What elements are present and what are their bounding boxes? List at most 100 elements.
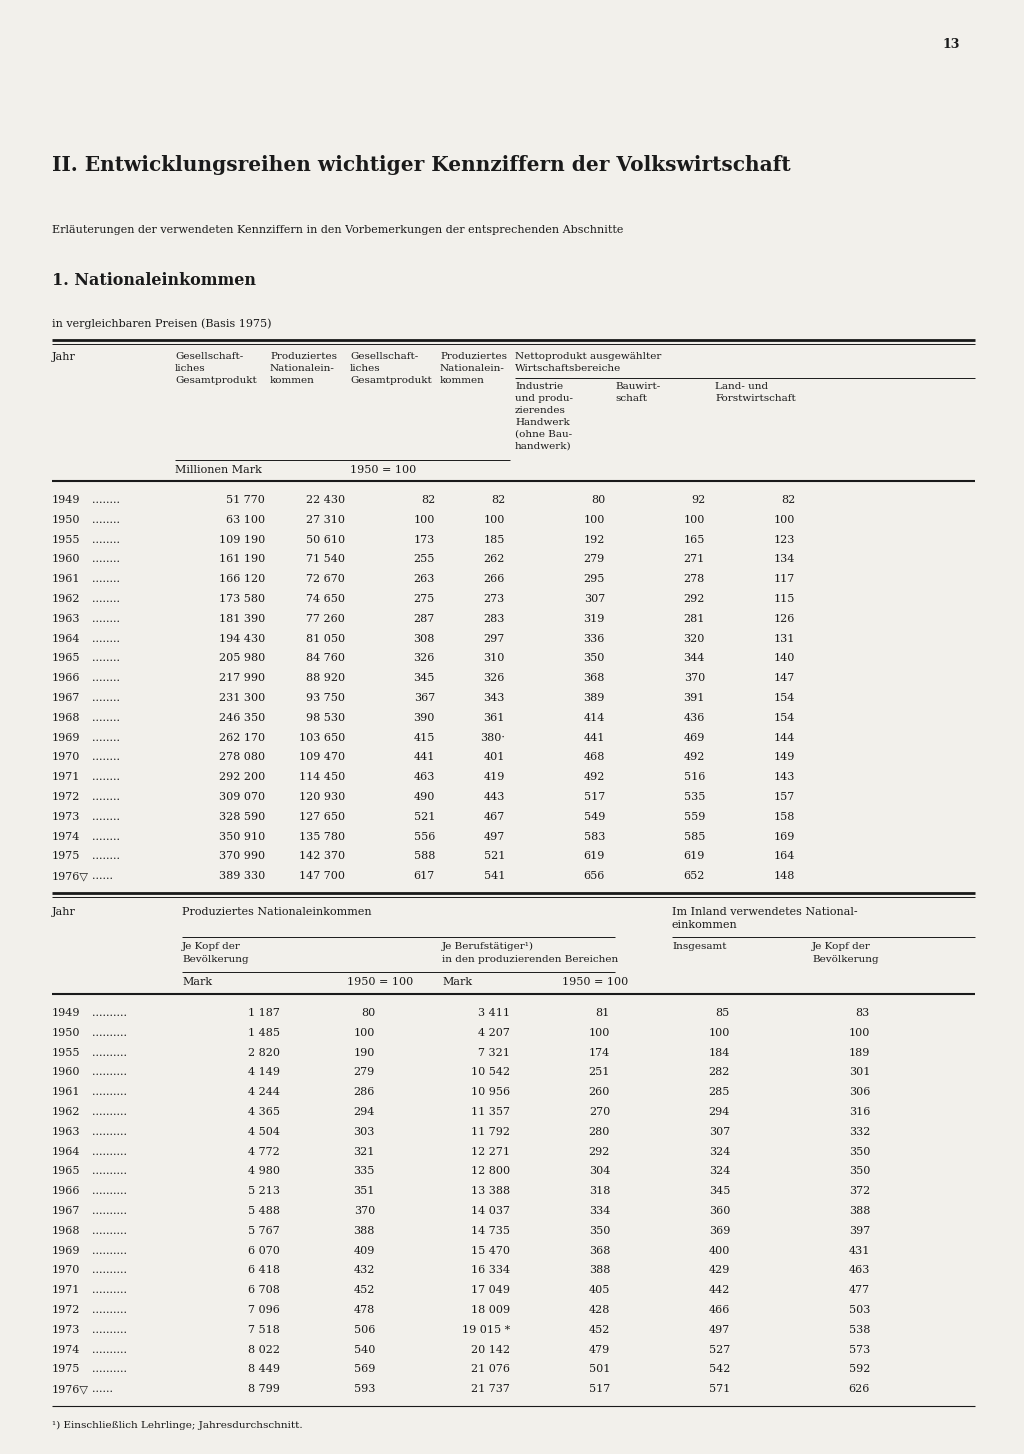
Text: 21 737: 21 737 — [471, 1384, 510, 1394]
Text: 12 271: 12 271 — [471, 1147, 510, 1156]
Text: 463: 463 — [414, 772, 435, 782]
Text: 80: 80 — [360, 1008, 375, 1018]
Text: 8 799: 8 799 — [248, 1384, 280, 1394]
Text: 1966: 1966 — [52, 1186, 81, 1197]
Text: 301: 301 — [849, 1067, 870, 1077]
Text: 401: 401 — [483, 752, 505, 762]
Text: 1970: 1970 — [52, 752, 80, 762]
Text: 535: 535 — [684, 792, 705, 803]
Text: 82: 82 — [780, 494, 795, 505]
Text: 6 418: 6 418 — [248, 1265, 280, 1275]
Text: 15 470: 15 470 — [471, 1246, 510, 1256]
Text: 262: 262 — [483, 554, 505, 564]
Text: 492: 492 — [584, 772, 605, 782]
Text: 131: 131 — [773, 634, 795, 644]
Text: 1967: 1967 — [52, 694, 80, 702]
Text: 332: 332 — [849, 1127, 870, 1137]
Text: ........: ........ — [92, 752, 120, 762]
Text: 1962: 1962 — [52, 1106, 81, 1117]
Text: handwerk): handwerk) — [515, 442, 571, 451]
Text: 285: 285 — [709, 1088, 730, 1098]
Text: ¹) Einschließlich Lehrlinge; Jahresdurchschnitt.: ¹) Einschließlich Lehrlinge; Jahresdurch… — [52, 1421, 303, 1431]
Text: 100: 100 — [584, 515, 605, 525]
Text: 626: 626 — [849, 1384, 870, 1394]
Text: 103 650: 103 650 — [299, 733, 345, 743]
Text: 173 580: 173 580 — [219, 595, 265, 603]
Text: 142 370: 142 370 — [299, 852, 345, 861]
Text: Insgesamt: Insgesamt — [672, 942, 726, 951]
Text: 273: 273 — [483, 595, 505, 603]
Text: 1966: 1966 — [52, 673, 81, 683]
Text: 4 980: 4 980 — [248, 1166, 280, 1176]
Text: 432: 432 — [353, 1265, 375, 1275]
Text: 619: 619 — [584, 852, 605, 861]
Text: 361: 361 — [483, 712, 505, 723]
Text: 320: 320 — [684, 634, 705, 644]
Text: 389: 389 — [584, 694, 605, 702]
Text: 388: 388 — [353, 1226, 375, 1236]
Text: 1973: 1973 — [52, 1325, 80, 1335]
Text: 1969: 1969 — [52, 1246, 81, 1256]
Text: 321: 321 — [353, 1147, 375, 1156]
Text: 549: 549 — [584, 811, 605, 822]
Text: 1961: 1961 — [52, 1088, 81, 1098]
Text: 370: 370 — [684, 673, 705, 683]
Text: 1976▽: 1976▽ — [52, 871, 89, 881]
Text: 5 213: 5 213 — [248, 1186, 280, 1197]
Text: ..........: .......... — [92, 1088, 127, 1098]
Text: ........: ........ — [92, 595, 120, 603]
Text: ........: ........ — [92, 852, 120, 861]
Text: 281: 281 — [684, 614, 705, 624]
Text: 367: 367 — [414, 694, 435, 702]
Text: 120 930: 120 930 — [299, 792, 345, 803]
Text: ..........: .......... — [92, 1246, 127, 1256]
Text: 569: 569 — [353, 1364, 375, 1374]
Text: ..........: .......... — [92, 1166, 127, 1176]
Text: 521: 521 — [414, 811, 435, 822]
Text: 478: 478 — [353, 1306, 375, 1314]
Text: 278: 278 — [684, 574, 705, 585]
Text: 328 590: 328 590 — [219, 811, 265, 822]
Text: 380·: 380· — [480, 733, 505, 743]
Text: 1964: 1964 — [52, 1147, 81, 1156]
Text: 126: 126 — [773, 614, 795, 624]
Text: ..........: .......... — [92, 1205, 127, 1216]
Text: 217 990: 217 990 — [219, 673, 265, 683]
Text: 540: 540 — [353, 1345, 375, 1355]
Text: in vergleichbaren Preisen (Basis 1975): in vergleichbaren Preisen (Basis 1975) — [52, 318, 271, 329]
Text: ..........: .......... — [92, 1345, 127, 1355]
Text: 368: 368 — [589, 1246, 610, 1256]
Text: 17 049: 17 049 — [471, 1285, 510, 1296]
Text: 1950: 1950 — [52, 515, 81, 525]
Text: 431: 431 — [849, 1246, 870, 1256]
Text: 189: 189 — [849, 1047, 870, 1057]
Text: 1950 = 100: 1950 = 100 — [347, 977, 414, 987]
Text: 405: 405 — [589, 1285, 610, 1296]
Text: ........: ........ — [92, 494, 120, 505]
Text: 309 070: 309 070 — [219, 792, 265, 803]
Text: kommen: kommen — [440, 377, 485, 385]
Text: 192: 192 — [584, 535, 605, 545]
Text: 656: 656 — [584, 871, 605, 881]
Text: 88 920: 88 920 — [306, 673, 345, 683]
Text: 397: 397 — [849, 1226, 870, 1236]
Text: 14 037: 14 037 — [471, 1205, 510, 1216]
Text: 164: 164 — [773, 852, 795, 861]
Text: ..........: .......... — [92, 1265, 127, 1275]
Text: 479: 479 — [589, 1345, 610, 1355]
Text: 115: 115 — [773, 595, 795, 603]
Text: 185: 185 — [483, 535, 505, 545]
Text: 263: 263 — [414, 574, 435, 585]
Text: 521: 521 — [483, 852, 505, 861]
Text: 71 540: 71 540 — [306, 554, 345, 564]
Text: 85: 85 — [716, 1008, 730, 1018]
Text: 50 610: 50 610 — [306, 535, 345, 545]
Text: Je Kopf der: Je Kopf der — [182, 942, 241, 951]
Text: 304: 304 — [589, 1166, 610, 1176]
Text: 1965: 1965 — [52, 653, 81, 663]
Text: Produziertes: Produziertes — [270, 352, 337, 361]
Text: 368: 368 — [584, 673, 605, 683]
Text: ..........: .......... — [92, 1285, 127, 1296]
Text: 372: 372 — [849, 1186, 870, 1197]
Text: 5 767: 5 767 — [248, 1226, 280, 1236]
